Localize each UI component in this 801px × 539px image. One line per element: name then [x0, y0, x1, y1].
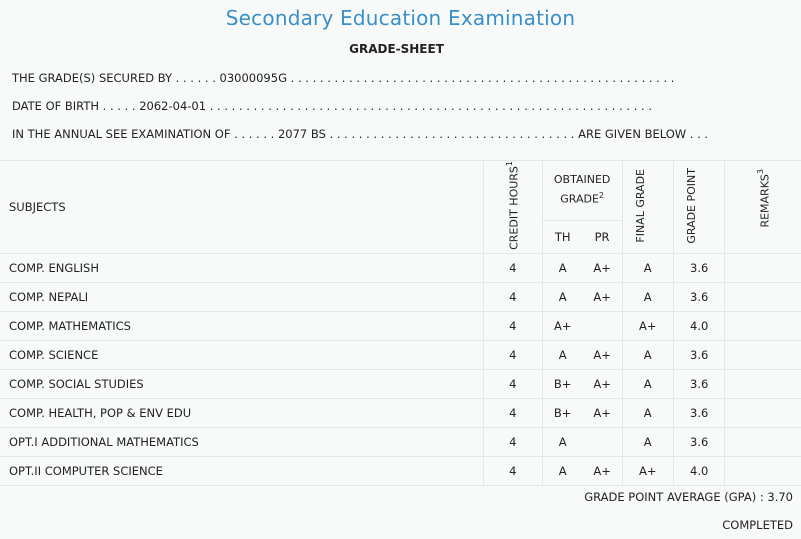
remarks-cell — [724, 340, 801, 370]
grade-point-cell: 4.0 — [672, 456, 725, 486]
grade-table: SUBJECTS CREDIT HOURS1 OBTAINED GRADE2 F… — [0, 160, 801, 486]
subject-cell: COMP. ENGLISH — [0, 253, 484, 283]
obtained-grade-header: OBTAINED GRADE2 — [541, 160, 623, 221]
remarks-header: REMARKS3 — [724, 160, 801, 254]
table-row: COMP. SCIENCE 4 A A+ A 3.6 — [0, 340, 801, 370]
remarks-cell — [724, 282, 801, 312]
final-grade-cell: A — [621, 398, 674, 428]
grade-sheet-heading: GRADE-SHEET — [349, 42, 444, 56]
credit-hours-cell: 4 — [482, 427, 543, 457]
th-grade-cell: A — [541, 282, 583, 312]
subjects-header: SUBJECTS — [0, 160, 484, 254]
subject-cell: COMP. SCIENCE — [0, 340, 484, 370]
th-grade-cell: A — [541, 427, 583, 457]
th-grade-cell: A — [541, 340, 583, 370]
credit-hours-label: CREDIT HOURS — [508, 166, 522, 250]
final-grade-header: FINAL GRADE — [621, 160, 674, 254]
pr-grade-cell: A+ — [582, 340, 623, 370]
date-of-birth-line: DATE OF BIRTH . . . . . 2062-04-01 . . .… — [12, 99, 653, 113]
grade-point-cell: 3.6 — [672, 427, 725, 457]
th-grade-cell: A — [541, 456, 583, 486]
symbol-number-line: THE GRADE(S) SECURED BY . . . . . . 0300… — [12, 71, 675, 85]
remarks-cell — [724, 253, 801, 283]
header-row-top: SUBJECTS CREDIT HOURS1 OBTAINED GRADE2 F… — [0, 160, 801, 254]
table-row: OPT.I ADDITIONAL MATHEMATICS 4 A A 3.6 — [0, 427, 801, 457]
obtained-grade-label: OBTAINED GRADE — [553, 173, 611, 207]
gpa-summary: GRADE POINT AVERAGE (GPA) : 3.70 — [584, 490, 793, 504]
table-row: COMP. HEALTH, POP & ENV EDU 4 B+ A+ A 3.6 — [0, 398, 801, 428]
table-row: COMP. NEPALI 4 A A+ A 3.6 — [0, 282, 801, 312]
th-grade-cell: B+ — [541, 398, 583, 428]
examination-line: IN THE ANNUAL SEE EXAMINATION OF . . . .… — [12, 127, 709, 141]
final-grade-cell: A — [621, 282, 674, 312]
credit-hours-cell: 4 — [482, 253, 543, 283]
credit-hours-footnote: 1 — [505, 161, 515, 167]
final-grade-cell: A+ — [621, 311, 674, 341]
grade-point-cell: 4.0 — [672, 311, 725, 341]
credit-hours-cell: 4 — [482, 456, 543, 486]
subject-cell: OPT.I ADDITIONAL MATHEMATICS — [0, 427, 484, 457]
table-row: COMP. MATHEMATICS 4 A+ A+ 4.0 — [0, 311, 801, 341]
th-grade-cell: A — [541, 253, 583, 283]
pr-grade-cell: A+ — [582, 253, 623, 283]
table-row: OPT.II COMPUTER SCIENCE 4 A A+ A+ 4.0 — [0, 456, 801, 486]
credit-hours-cell: 4 — [482, 311, 543, 341]
credit-hours-cell: 4 — [482, 369, 543, 399]
grade-point-cell: 3.6 — [672, 398, 725, 428]
obtained-grade-footnote: 2 — [598, 191, 605, 201]
subject-cell: COMP. SOCIAL STUDIES — [0, 369, 484, 399]
exam-title: Secondary Education Examination — [225, 6, 576, 30]
pr-grade-cell: A+ — [582, 398, 623, 428]
remarks-label: REMARKS — [758, 174, 772, 228]
grade-point-label: GRADE POINT — [685, 167, 699, 244]
pr-grade-cell — [582, 311, 623, 341]
grade-point-header: GRADE POINT — [672, 160, 725, 254]
th-header: TH — [541, 220, 583, 254]
subject-cell: COMP. HEALTH, POP & ENV EDU — [0, 398, 484, 428]
credit-hours-cell: 4 — [482, 398, 543, 428]
remarks-cell — [724, 456, 801, 486]
credit-hours-cell: 4 — [482, 340, 543, 370]
credit-hours-cell: 4 — [482, 282, 543, 312]
final-grade-cell: A — [621, 369, 674, 399]
pr-grade-cell: A+ — [582, 282, 623, 312]
th-grade-cell: A+ — [541, 311, 583, 341]
table-row: COMP. ENGLISH 4 A A+ A 3.6 — [0, 253, 801, 283]
result-status: COMPLETED — [722, 518, 793, 532]
grade-point-cell: 3.6 — [672, 253, 725, 283]
pr-grade-cell: A+ — [582, 369, 623, 399]
header-row-bottom: TH PR — [0, 220, 801, 254]
subject-cell: COMP. NEPALI — [0, 282, 484, 312]
remarks-footnote: 3 — [755, 169, 765, 175]
remarks-cell — [724, 369, 801, 399]
final-grade-cell: A — [621, 427, 674, 457]
subject-cell: COMP. MATHEMATICS — [0, 311, 484, 341]
credit-hours-header: CREDIT HOURS1 — [482, 160, 543, 254]
subject-cell: OPT.II COMPUTER SCIENCE — [0, 456, 484, 486]
th-grade-cell: B+ — [541, 369, 583, 399]
grade-point-cell: 3.6 — [672, 369, 725, 399]
pr-header: PR — [582, 220, 623, 254]
grade-point-cell: 3.6 — [672, 340, 725, 370]
final-grade-cell: A — [621, 340, 674, 370]
remarks-cell — [724, 311, 801, 341]
table-row: COMP. SOCIAL STUDIES 4 B+ A+ A 3.6 — [0, 369, 801, 399]
remarks-cell — [724, 427, 801, 457]
final-grade-cell: A+ — [621, 456, 674, 486]
pr-grade-cell — [582, 427, 623, 457]
final-grade-cell: A — [621, 253, 674, 283]
final-grade-label: FINAL GRADE — [633, 168, 647, 243]
pr-grade-cell: A+ — [582, 456, 623, 486]
remarks-cell — [724, 398, 801, 428]
grade-point-cell: 3.6 — [672, 282, 725, 312]
